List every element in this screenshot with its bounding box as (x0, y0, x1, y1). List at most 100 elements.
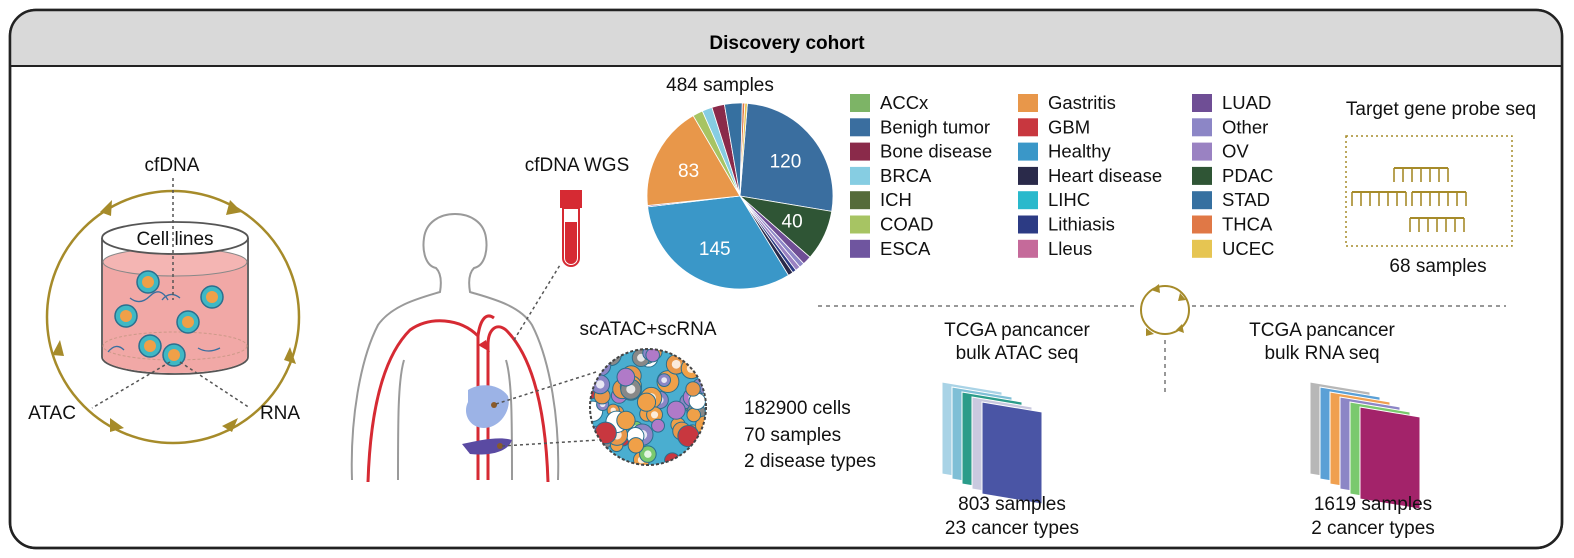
legend-item: COAD (850, 214, 933, 235)
legend-label: ACCx (880, 92, 929, 113)
legend-swatch (850, 166, 870, 185)
legend-label: ICH (880, 189, 912, 210)
legend-item: LIHC (1018, 189, 1090, 210)
container-label: Cell lines (136, 229, 213, 250)
sc-cell (616, 410, 636, 431)
cycle-arrow-icon (1176, 324, 1184, 333)
cycle-arrow-icon (1146, 328, 1154, 336)
atac-label: ATAC (28, 403, 76, 424)
pie-value-label: 83 (678, 161, 699, 182)
legend-swatch (1192, 191, 1212, 210)
legend-swatch (1018, 166, 1038, 185)
pie-slices (646, 102, 834, 290)
rna-page-stack (1309, 381, 1421, 510)
legend-swatch (1192, 166, 1212, 185)
legend-label: Benigh tumor (880, 116, 990, 137)
legend-label: Lleus (1048, 238, 1092, 259)
legend-item: Gastritis (1018, 92, 1116, 113)
cycle-arrow-icon (52, 340, 64, 356)
legend-swatch (1018, 215, 1038, 234)
legend-label: OV (1222, 141, 1249, 162)
legend-item: Lleus (1018, 238, 1092, 259)
legend-item: Heart disease (1018, 165, 1162, 186)
blood-tube: cfDNA WGS (525, 155, 630, 267)
mini-cycle-ring (1140, 285, 1190, 335)
tcga-atac-panel: TCGA pancancer bulk ATAC seq 803 samples… (941, 320, 1091, 539)
tcga-atac-line2: bulk ATAC seq (956, 343, 1079, 364)
legend-label: Gastritis (1048, 92, 1116, 113)
probe-box (1345, 135, 1513, 247)
probe-title: Target gene probe seq (1346, 99, 1536, 120)
tcga-rna-panel: TCGA pancancer bulk RNA seq 1619 samples… (1249, 320, 1435, 539)
tcga-rna-samples: 1619 samples (1314, 494, 1432, 515)
pie-slice-ucec (739, 102, 748, 197)
sc-title: scATAC+scRNA (579, 319, 716, 340)
pie-labels: 120 40 145 83 (678, 152, 803, 260)
legend-item: BRCA (850, 165, 932, 186)
pie-slice-benigh-tumor (739, 102, 834, 212)
sc-cell (651, 418, 665, 433)
probe-comb (1351, 191, 1407, 206)
tcga-atac-line1: TCGA pancancer (944, 320, 1090, 341)
tcga-atac-samples: 803 samples (958, 494, 1066, 515)
legend-label: Lithiasis (1048, 214, 1115, 235)
legend-label: Heart disease (1048, 165, 1162, 186)
probe-comb (1411, 191, 1467, 206)
legend-swatch (1192, 239, 1212, 258)
tcga-rna-line2: bulk RNA seq (1264, 343, 1379, 364)
legend-swatch (1192, 94, 1212, 112)
separator-lines (818, 284, 1506, 392)
legend-item: THCA (1192, 214, 1273, 235)
legend-swatch (1018, 239, 1038, 258)
legend-item: Benigh tumor (850, 116, 990, 137)
legend-label: BRCA (880, 165, 932, 186)
legend-label: LIHC (1048, 189, 1090, 210)
cycle-arrow-icon (1178, 293, 1186, 301)
legend-item: Other (1192, 116, 1268, 137)
stack-page (981, 401, 1043, 505)
probe-comb (1393, 167, 1449, 182)
pie-slice-healthy (647, 195, 790, 290)
legend-item: ESCA (850, 238, 931, 259)
stack-page (1359, 406, 1421, 510)
legend-item: GBM (1018, 116, 1090, 137)
tcga-rna-types: 2 cancer types (1311, 518, 1435, 539)
cfdna-wgs-label: cfDNA WGS (525, 155, 630, 176)
legend-item: Lithiasis (1018, 214, 1115, 235)
header-band (10, 10, 1562, 66)
legend-item: PDAC (1192, 165, 1273, 186)
pancreas-organ (462, 438, 512, 455)
legend-swatch (850, 215, 870, 234)
probe-samples: 68 samples (1389, 256, 1486, 277)
tcga-atac-types: 23 cancer types (945, 518, 1079, 539)
cycle-arrow-icon (1151, 284, 1160, 293)
legend-label: GBM (1048, 116, 1090, 137)
legend-label: STAD (1222, 189, 1270, 210)
legend-item: Healthy (1018, 141, 1111, 162)
tcga-rna-line1: TCGA pancancer (1249, 320, 1395, 341)
legend: ACCx Benigh tumor Bone disease BRCA ICH COAD E… (850, 92, 1274, 259)
cycle-arrow-icon (100, 200, 112, 216)
cycle-arrow-icon (222, 418, 238, 432)
legend-swatch (850, 94, 870, 112)
legend-label: UCEC (1222, 238, 1274, 259)
legend-label: COAD (880, 214, 933, 235)
cell-cluster (107, 270, 224, 367)
sc-cell (636, 392, 657, 412)
cycle-arrow-icon (110, 418, 124, 432)
legend-label: Healthy (1048, 141, 1111, 162)
sc-cell (616, 367, 636, 387)
sample-pie-chart: 484 samples 120 40 145 83 (646, 75, 834, 290)
sc-cells-count: 182900 cells (744, 398, 851, 419)
cell-line-panel: Cell lines cfDNA ATAC RNA (28, 155, 300, 445)
legend-swatch (1018, 94, 1038, 112)
legend-label: ESCA (880, 238, 931, 259)
container-rim (101, 221, 249, 255)
sc-cell (685, 381, 701, 397)
legend-item: ACCx (850, 92, 929, 113)
probe-combs (1351, 167, 1467, 232)
legend-swatch (850, 239, 870, 258)
legend-swatch (1192, 215, 1212, 234)
sc-disease-types: 2 disease types (744, 451, 876, 472)
stomach-organ (465, 385, 509, 428)
